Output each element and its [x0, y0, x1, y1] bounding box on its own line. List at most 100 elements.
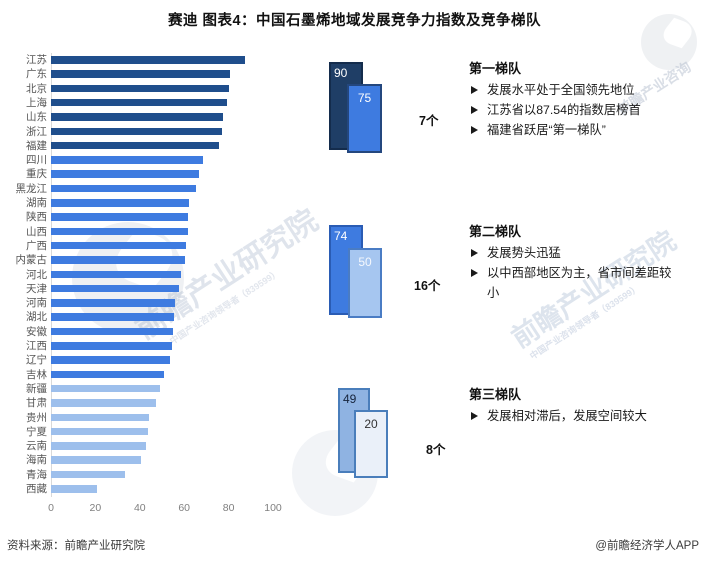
bar: [51, 370, 165, 379]
bar-label: 西藏: [26, 483, 47, 495]
tier-bullet-text: 以中西部地区为主，省市间差距较小: [487, 266, 672, 300]
tier3-high-value: 49: [343, 392, 357, 406]
arrow-bullet-icon: [471, 126, 478, 134]
arrow-bullet-icon: [471, 412, 478, 420]
bar: [51, 70, 230, 78]
bar-label: 江西: [26, 340, 47, 352]
bar-row: 江西: [0, 339, 300, 353]
bar-label: 辽宁: [26, 354, 47, 367]
bar-label: 浙江: [26, 125, 47, 138]
bar-label: 甘肃: [26, 397, 47, 410]
bar-label: 山西: [26, 225, 47, 238]
bar-label: 宁夏: [26, 425, 47, 438]
bar-row: 安徽: [0, 325, 300, 339]
bar: [51, 98, 228, 107]
tier-bullet: 发展相对滞后，发展空间较大: [469, 406, 699, 426]
bar-row: 陕西: [0, 210, 300, 224]
bar-label: 四川: [26, 154, 47, 167]
bar-row: 湖北: [0, 310, 300, 324]
x-axis-tick: 0: [48, 502, 54, 514]
tier3-count: 8个: [426, 443, 446, 457]
bar: [51, 184, 197, 193]
bar-label: 湖南: [26, 197, 47, 209]
bar-row: 海南: [0, 453, 300, 467]
bar: [51, 413, 149, 421]
bar-row: 江苏: [0, 53, 300, 67]
bar: [51, 227, 188, 236]
bar-label: 河南: [26, 297, 47, 310]
bar-row: 甘肃: [0, 396, 300, 410]
bar: [51, 199, 189, 207]
bar-row: 湖南: [0, 196, 300, 210]
bar: [51, 470, 126, 479]
arrow-bullet-icon: [471, 106, 478, 114]
tier1-low-value: 75: [357, 91, 372, 105]
tier1-low-box: 75: [347, 84, 382, 153]
tier2-text: 第二梯队 发展势头迅猛 以中西部地区为主，省市间差距较小: [469, 221, 681, 303]
bar-row: 广东: [0, 67, 300, 81]
bar-row: 山东: [0, 110, 300, 124]
arrow-bullet-icon: [471, 86, 478, 94]
bar-row: 四川: [0, 153, 300, 167]
x-axis-tick: 80: [222, 502, 235, 514]
arrow-bullet-icon: [471, 269, 478, 277]
arrow-bullet-icon: [471, 249, 478, 257]
bar-label: 海南: [26, 454, 47, 467]
bar-row: 新疆: [0, 382, 300, 396]
tier-bullet: 江苏省以87.54的指数居榜首: [469, 100, 699, 120]
bar-row: 浙江: [0, 125, 300, 139]
bar-row: 内蒙古: [0, 253, 300, 267]
bar-row: 吉林: [0, 368, 300, 382]
tier-bullet-text: 江苏省以87.54的指数居榜首: [487, 103, 641, 117]
bar: [51, 399, 157, 407]
tier-bullet: 福建省跃居“第一梯队”: [469, 120, 699, 140]
bar-label: 上海: [26, 96, 47, 109]
tier3-low-value: 20: [364, 417, 378, 431]
bar-label: 江苏: [26, 54, 47, 66]
bar-label: 青海: [26, 468, 47, 481]
bar: [51, 241, 187, 250]
bar-label: 云南: [26, 440, 47, 453]
tier2-title: 第二梯队: [469, 224, 522, 239]
bar-label: 吉林: [26, 368, 47, 381]
tier-bullet-text: 发展相对滞后，发展空间较大: [487, 409, 647, 423]
tier3-low-box: 20: [354, 410, 388, 478]
bar: [51, 270, 181, 278]
bar: [51, 313, 175, 321]
tier-bullet: 以中西部地区为主，省市间差距较小: [469, 263, 681, 303]
bar-row: 青海: [0, 468, 300, 482]
bar-label: 新疆: [26, 382, 47, 395]
tier1-title: 第一梯队: [469, 61, 522, 76]
bar: [51, 170, 199, 178]
bar-label: 北京: [26, 82, 47, 95]
bar-row: 重庆: [0, 167, 300, 181]
x-axis-tick: 100: [264, 502, 282, 514]
bar-label: 广东: [26, 68, 47, 81]
bar-row: 上海: [0, 96, 300, 110]
x-axis-tick: 20: [89, 502, 102, 514]
bar: [51, 56, 246, 64]
tier2-count: 16个: [414, 279, 441, 293]
bar-label: 黑龙江: [15, 182, 48, 195]
bar: [51, 84, 229, 93]
bar-label: 福建: [26, 139, 47, 152]
bar: [51, 384, 160, 393]
tier-bullet-text: 发展水平处于全国领先地位: [487, 83, 635, 97]
bar-label: 广西: [26, 239, 47, 252]
tier1-count: 7个: [419, 114, 439, 128]
bar-label: 重庆: [26, 168, 47, 181]
page-title: 赛迪 图表4：中国石墨烯地域发展竞争力指数及竞争梯队: [167, 13, 542, 29]
bar-row: 北京: [0, 82, 300, 96]
bar: [51, 213, 188, 221]
x-axis-tick: 60: [178, 502, 191, 514]
bar-label: 河北: [26, 268, 47, 281]
bar: [51, 485, 97, 493]
bar-label: 安徽: [26, 325, 47, 338]
bar: [51, 342, 172, 350]
tier2-high-value: 74: [334, 229, 348, 243]
bar: [51, 456, 141, 464]
bar: [51, 141, 219, 150]
bar-row: 河北: [0, 268, 300, 282]
data-source-label: 资料来源：前瞻产业研究院: [7, 540, 145, 552]
bar-row: 西藏: [0, 482, 300, 496]
